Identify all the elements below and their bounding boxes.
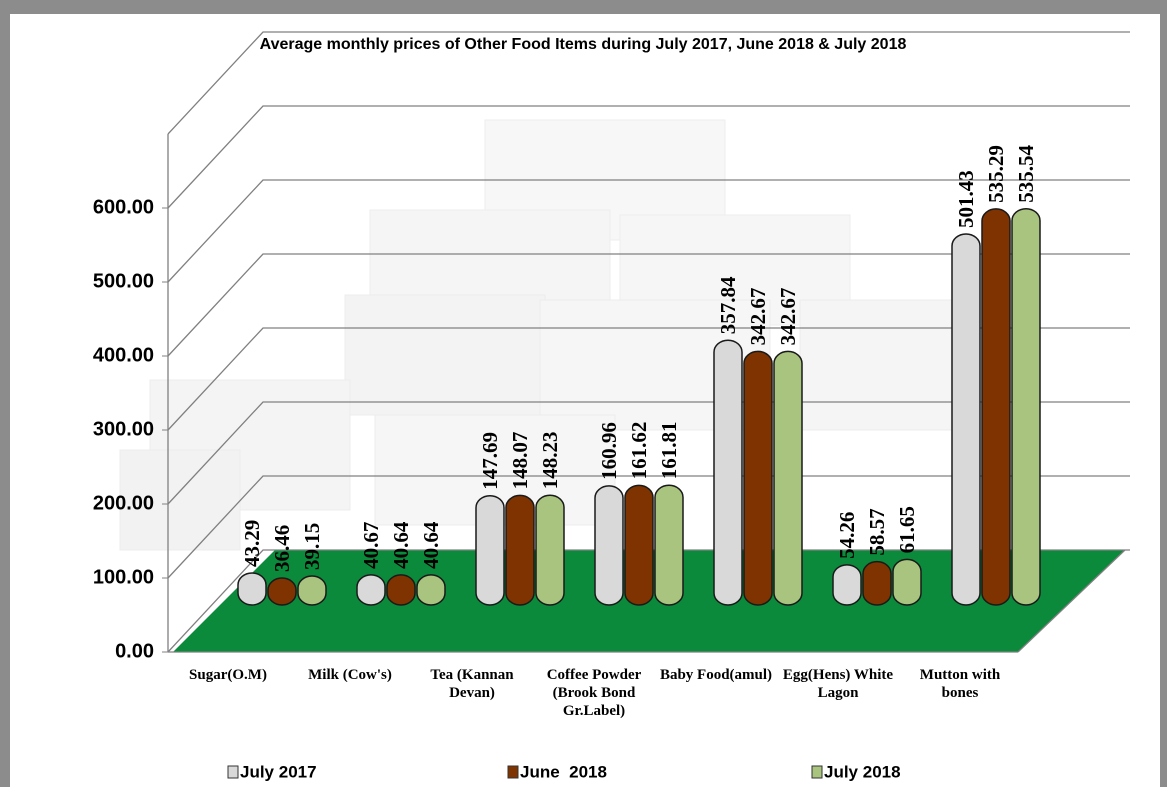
value-label: 501.43 xyxy=(954,170,978,228)
grid-line xyxy=(167,179,1130,283)
value-label: 148.23 xyxy=(538,432,562,490)
legend-swatch xyxy=(227,765,239,779)
bar xyxy=(594,485,624,606)
value-label: 43.29 xyxy=(240,520,264,567)
value-label: 357.84 xyxy=(716,276,740,334)
value-label: 161.62 xyxy=(627,422,651,480)
value-label: 148.07 xyxy=(508,432,532,490)
grid-line xyxy=(167,475,1130,579)
value-label: 342.67 xyxy=(746,288,770,346)
value-label: 36.46 xyxy=(270,525,294,572)
x-tick-label: Tea (Kannan Devan) xyxy=(430,667,514,701)
x-tick-label: Baby Food(amul) xyxy=(659,667,773,683)
bar xyxy=(535,494,565,606)
bar xyxy=(356,574,386,606)
value-label: 40.67 xyxy=(359,522,383,569)
grid-line xyxy=(167,31,1130,135)
value-label: 58.57 xyxy=(865,508,889,555)
legend-label: July 2018 xyxy=(824,762,901,781)
bar xyxy=(297,575,327,606)
bar xyxy=(654,484,684,606)
y-tick-label: 300.00 xyxy=(93,418,154,440)
bar xyxy=(773,350,803,606)
y-tick-label: 200.00 xyxy=(93,492,154,514)
grid-line xyxy=(167,327,1130,431)
floor-right-edge xyxy=(1017,549,1126,653)
y-tick-label: 100.00 xyxy=(93,566,154,588)
value-label: 40.64 xyxy=(389,521,413,569)
value-label: 147.69 xyxy=(478,432,502,490)
bar xyxy=(862,560,892,606)
grid-line xyxy=(167,105,1130,209)
value-label: 39.15 xyxy=(300,523,324,570)
bar xyxy=(892,558,922,606)
bar xyxy=(416,574,446,606)
x-tick-label: Sugar(O.M) xyxy=(189,667,267,683)
value-label: 161.81 xyxy=(657,422,681,480)
bar xyxy=(981,208,1011,606)
x-tick-label: Egg(Hens) White Lagon xyxy=(782,667,894,701)
bar xyxy=(386,574,416,606)
bar xyxy=(505,494,535,606)
legend-label: June 2018 xyxy=(520,762,607,781)
value-label: 342.67 xyxy=(776,288,800,346)
bar xyxy=(267,577,297,606)
bar xyxy=(237,572,267,606)
value-label: 40.64 xyxy=(419,521,443,569)
value-label: 61.65 xyxy=(895,506,919,553)
grid-line xyxy=(167,253,1130,357)
legend-swatch xyxy=(811,765,823,779)
bar xyxy=(713,339,743,606)
bar xyxy=(832,564,862,606)
grid-line xyxy=(167,549,1130,653)
y-tick-label: 0.00 xyxy=(115,640,154,662)
x-tick-label: Milk (Cow's) xyxy=(308,667,392,683)
value-label: 160.96 xyxy=(597,422,621,480)
bar xyxy=(951,233,981,606)
value-label: 535.54 xyxy=(1014,144,1038,202)
bar xyxy=(475,494,505,606)
legend-label: July 2017 xyxy=(240,762,317,781)
bar xyxy=(1011,207,1041,606)
y-tick-label: 500.00 xyxy=(93,270,154,292)
y-tick-label: 600.00 xyxy=(93,196,154,218)
bar xyxy=(743,350,773,606)
bar xyxy=(624,484,654,606)
chart-title: Average monthly prices of Other Food Ite… xyxy=(260,36,907,53)
value-label: 535.29 xyxy=(984,145,1008,203)
grid-line xyxy=(167,401,1130,505)
legend-swatch xyxy=(507,765,519,779)
value-label: 54.26 xyxy=(835,512,859,559)
y-tick-label: 400.00 xyxy=(93,344,154,366)
x-tick-label: Mutton with bones xyxy=(919,667,1001,701)
x-tick-label: Coffee Powder (Brook Bond Gr.Label) xyxy=(546,667,642,719)
